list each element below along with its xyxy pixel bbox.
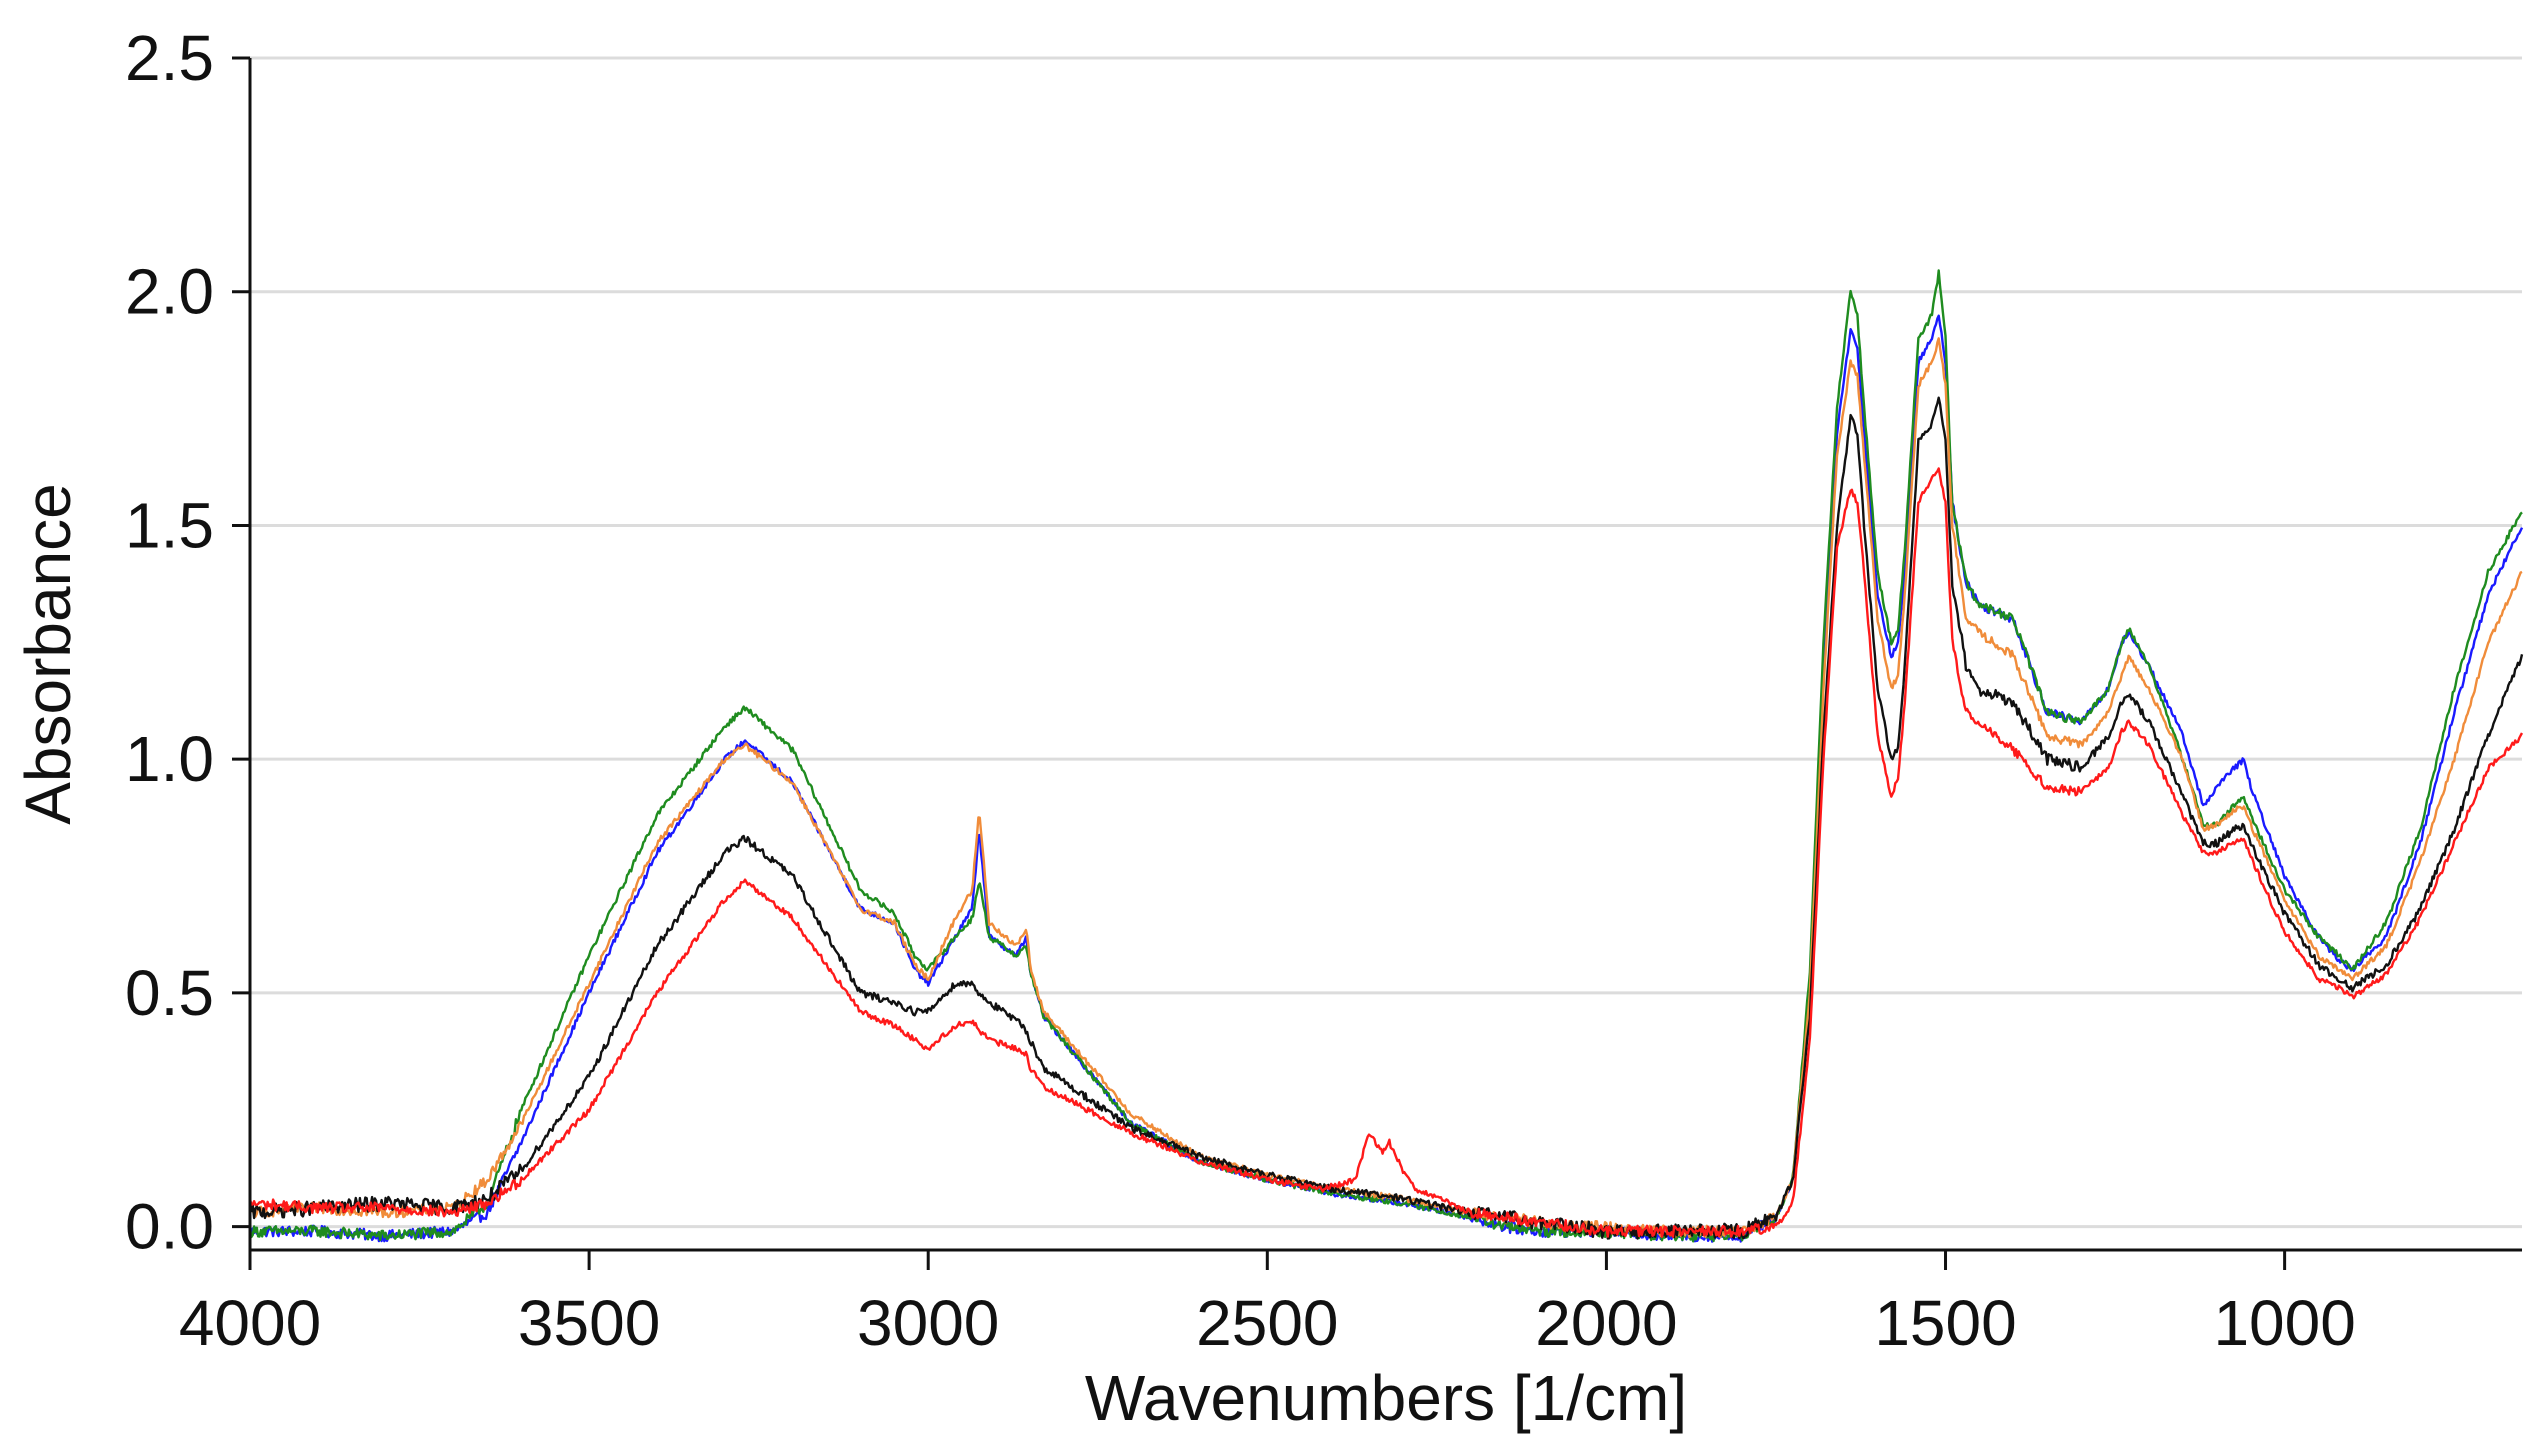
axes	[248, 58, 2522, 1252]
x-axis-title: Wavenumbers [1/cm]	[1085, 1362, 1687, 1434]
x-tick-label: 1500	[1874, 1287, 2016, 1359]
y-tick-label: 0.5	[125, 957, 214, 1029]
spectrum-series-5	[248, 467, 2524, 1239]
x-tick-label: 2500	[1196, 1287, 1338, 1359]
y-tick-label: 2.5	[125, 22, 214, 94]
x-tick-label: 2000	[1535, 1287, 1677, 1359]
y-tick-label: 1.5	[125, 489, 214, 561]
x-tick-label: 4000	[179, 1287, 321, 1359]
spectrum-series-4	[248, 396, 2524, 1240]
spectra-series	[248, 269, 2524, 1243]
y-tick-label: 0.0	[125, 1191, 214, 1263]
tick-marks-and-labels: 0.0 0.5 1.0 1.5 2.0 2.5 4000 3500 3000 2500 2000 15…	[125, 22, 2356, 1359]
x-tick-label: 3500	[518, 1287, 660, 1359]
x-tick-label: 3000	[857, 1287, 999, 1359]
y-axis-title: Absorbance	[12, 483, 84, 825]
spectrum-series-2	[248, 269, 2523, 1243]
gridlines	[250, 56, 2522, 1229]
y-tick-label: 2.0	[125, 256, 214, 328]
x-tick-label: 1000	[2213, 1287, 2355, 1359]
y-tick-label: 1.0	[125, 723, 214, 795]
